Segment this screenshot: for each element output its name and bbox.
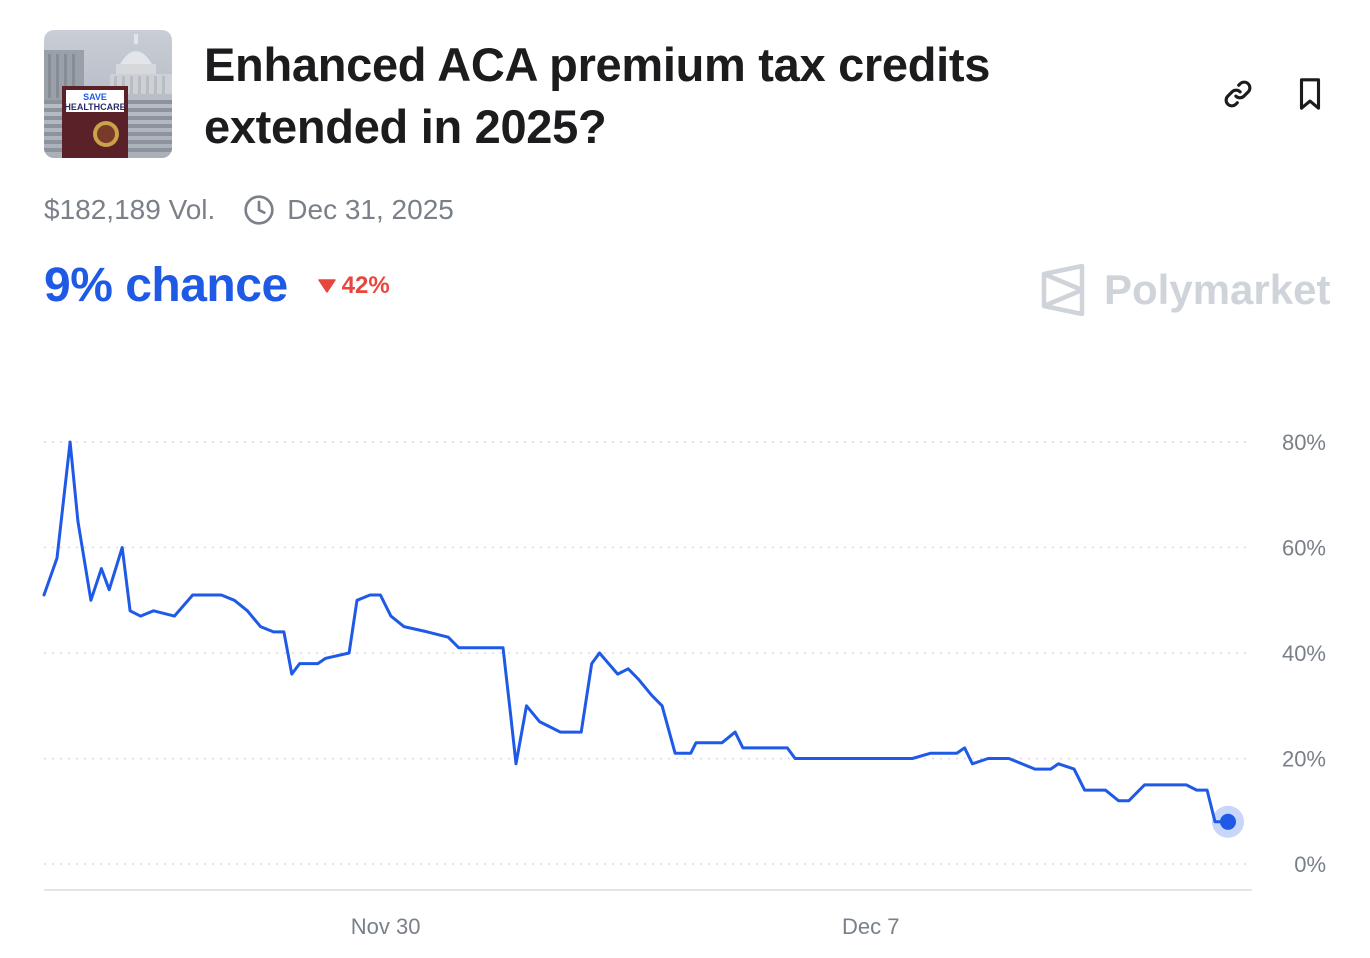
last-point-marker[interactable] (1220, 813, 1236, 830)
chance-value: 9% chance (44, 259, 288, 312)
volume-text: $182,189 Vol. (44, 194, 216, 225)
x-tick-label: Nov 30 (351, 914, 421, 939)
copy-link-button[interactable] (1218, 74, 1258, 114)
triangle-down-icon (317, 278, 336, 293)
thumbnail-sign-line1: SAVE (83, 92, 107, 102)
link-icon (1224, 80, 1252, 108)
y-tick-label: 40% (1282, 641, 1326, 666)
y-axis-labels: 0% 20% 40% 60% 80% (1282, 430, 1326, 877)
change-badge: 42% (317, 271, 390, 300)
thumbnail-sign-line2: HEALTHCARE (64, 102, 125, 112)
x-tick-label: Dec 7 (842, 914, 899, 939)
market-meta: $182,189 Vol. Dec 31, 2025 (44, 190, 454, 230)
y-tick-label: 20% (1282, 747, 1326, 772)
market-thumbnail: SAVE HEALTHCARE (44, 30, 172, 158)
brand-name: Polymarket (1104, 266, 1331, 313)
y-tick-label: 80% (1282, 430, 1326, 455)
probability-chart[interactable]: 0% 20% 40% 60% 80% Nov 30 Dec 7 (0, 380, 1370, 958)
market-title: Enhanced ACA premium tax credits extende… (204, 38, 991, 153)
clock-icon (243, 194, 275, 226)
polymarket-logo-icon (1041, 264, 1085, 316)
y-tick-label: 60% (1282, 536, 1326, 561)
series-line (42, 440, 1230, 824)
bookmark-icon (1299, 78, 1321, 110)
x-axis-labels: Nov 30 Dec 7 (351, 914, 900, 939)
y-tick-label: 0% (1294, 852, 1326, 877)
polymarket-brand: Polymarket (1040, 264, 1330, 316)
bookmark-button[interactable] (1290, 74, 1330, 114)
chance-summary: 9% chance 42% (44, 258, 390, 313)
change-value: 42% (341, 271, 390, 299)
end-date-text: Dec 31, 2025 (287, 194, 454, 225)
chart-gridlines (44, 441, 1252, 865)
capitol-image: SAVE HEALTHCARE (44, 30, 172, 158)
